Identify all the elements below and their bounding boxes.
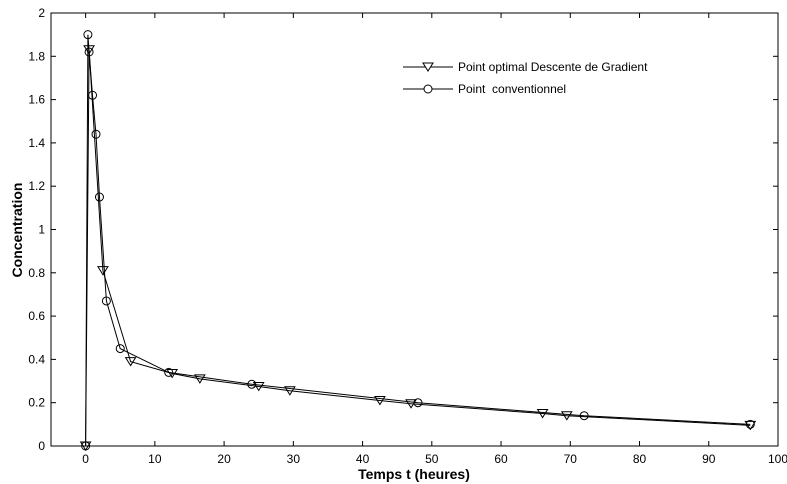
data-point-optimal bbox=[373, 396, 386, 406]
y-tick-label: 1.2 bbox=[28, 179, 45, 193]
y-tick-label: 0.4 bbox=[28, 352, 45, 366]
data-point-conventional bbox=[413, 398, 423, 408]
series-line-1 bbox=[85, 34, 751, 447]
series-line-0 bbox=[85, 49, 751, 447]
data-point-conventional bbox=[83, 30, 93, 40]
x-tick-label: 30 bbox=[287, 452, 301, 466]
data-point-optimal bbox=[124, 357, 137, 367]
data-point-conventional bbox=[91, 129, 101, 139]
x-tick-label: 40 bbox=[356, 452, 370, 466]
data-point-conventional bbox=[164, 367, 174, 377]
axis-ticks: 0 10 20 30 40 50 60 70 80 90 100 0 0.2 0.4 0.6 0.8 1 1.2 1… bbox=[28, 6, 787, 466]
x-tick-label: 20 bbox=[217, 452, 231, 466]
legend-entry-conventional: Point conventionnel bbox=[403, 82, 566, 96]
legend-label-optimal: Point optimal Descente de Gradient bbox=[458, 60, 648, 74]
x-tick-label: 70 bbox=[564, 452, 578, 466]
data-point-optimal bbox=[252, 381, 265, 392]
y-tick-label: 0 bbox=[38, 439, 45, 453]
y-tick-label: 0.6 bbox=[28, 309, 45, 323]
x-tick-label: 0 bbox=[82, 452, 89, 466]
y-tick-label: 1.8 bbox=[28, 49, 45, 63]
y-tick-label: 0.2 bbox=[28, 396, 45, 410]
x-tick-label: 90 bbox=[702, 452, 716, 466]
series-layer bbox=[79, 30, 757, 451]
y-tick-label: 0.8 bbox=[28, 266, 45, 280]
legend-marker-optimal bbox=[422, 62, 434, 72]
legend-marker-conventional bbox=[423, 84, 433, 94]
y-axis-label: Concentration bbox=[9, 183, 25, 278]
y-tick-label: 2 bbox=[38, 6, 45, 20]
data-point-conventional bbox=[745, 419, 755, 429]
plot-area bbox=[50, 12, 779, 447]
data-point-optimal bbox=[744, 420, 757, 431]
legend-label-conventional: Point conventionnel bbox=[458, 82, 566, 96]
x-tick-label: 100 bbox=[768, 452, 787, 466]
data-point-conventional bbox=[81, 441, 91, 451]
legend: Point optimal Descente de Gradient Point… bbox=[403, 60, 648, 96]
data-point-conventional bbox=[101, 296, 111, 306]
x-tick-label: 80 bbox=[633, 452, 647, 466]
data-point-optimal bbox=[97, 266, 109, 276]
legend-entry-optimal: Point optimal Descente de Gradient bbox=[403, 60, 648, 74]
data-point-optimal bbox=[283, 386, 296, 396]
data-point-optimal bbox=[405, 399, 417, 409]
y-tick-label: 1.6 bbox=[28, 93, 45, 107]
x-tick-label: 10 bbox=[148, 452, 162, 466]
data-point-optimal bbox=[536, 409, 549, 419]
y-tick-label: 1 bbox=[38, 223, 45, 237]
x-tick-label: 60 bbox=[494, 452, 508, 466]
data-point-conventional bbox=[247, 379, 257, 389]
data-point-optimal bbox=[560, 411, 573, 421]
data-point-conventional bbox=[94, 192, 104, 202]
y-tick-label: 1.4 bbox=[28, 136, 45, 150]
data-point-conventional bbox=[84, 47, 94, 57]
x-axis-label: Temps t (heures) bbox=[358, 466, 470, 482]
data-point-conventional bbox=[115, 344, 125, 354]
data-point-conventional bbox=[88, 90, 98, 100]
x-tick-label: 50 bbox=[425, 452, 439, 466]
data-point-conventional bbox=[579, 411, 589, 421]
data-point-optimal bbox=[193, 374, 206, 384]
